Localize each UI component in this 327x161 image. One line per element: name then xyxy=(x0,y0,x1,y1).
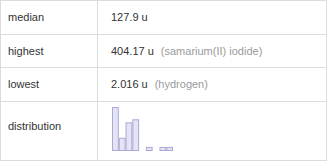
row-value: 127.9 u xyxy=(111,11,148,23)
row-note: (hydrogen) xyxy=(155,78,208,90)
row-label: highest xyxy=(8,45,43,57)
histogram-bar xyxy=(167,147,173,150)
row-note: (samarium(II) iodide) xyxy=(161,45,262,57)
row-value: 404.17 u xyxy=(111,45,154,57)
property-table: median 127.9 u highest 404.17 u (samarium(II… xyxy=(0,0,327,161)
row-divider xyxy=(1,34,327,35)
row-label: lowest xyxy=(8,78,39,90)
histogram-bar xyxy=(160,147,166,150)
histogram-bar xyxy=(126,123,132,151)
histogram-bar xyxy=(133,120,139,151)
histogram-bar xyxy=(140,150,146,151)
table-frame xyxy=(1,1,327,161)
row-value: 2.016 u xyxy=(111,78,148,90)
row-label: distribution xyxy=(8,120,61,132)
row-divider xyxy=(1,67,327,68)
histogram-bar xyxy=(119,138,125,150)
histogram-bar xyxy=(146,147,152,150)
histogram xyxy=(113,108,173,151)
column-divider xyxy=(97,1,98,161)
histogram-bar xyxy=(113,108,119,151)
row-divider xyxy=(1,101,327,102)
histogram-bar xyxy=(153,150,159,151)
row-label: median xyxy=(8,11,44,23)
